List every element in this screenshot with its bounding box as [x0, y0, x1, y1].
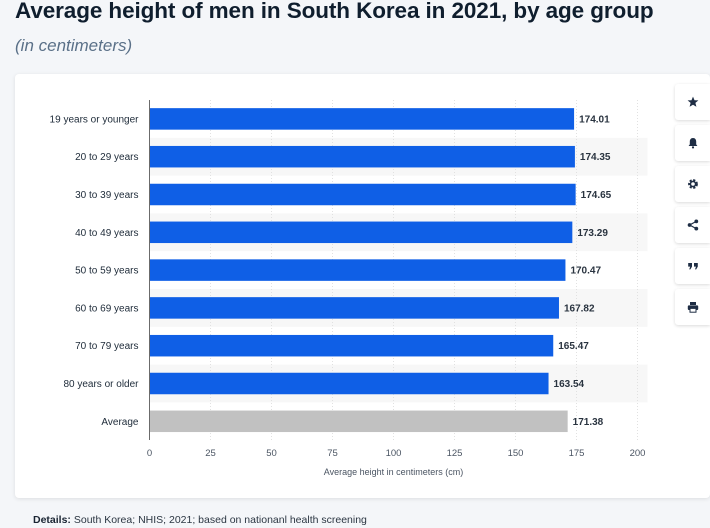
x-tick-label: 200: [630, 448, 646, 459]
details-label: Details:: [33, 514, 71, 526]
star-icon: [687, 96, 698, 107]
bar-80-years-or-older: [149, 372, 549, 395]
bar-50-to-59-years: [149, 259, 566, 281]
category-label: Average: [101, 417, 139, 428]
category-label: 50 to 59 years: [75, 266, 138, 277]
quote-icon: [687, 263, 698, 270]
settings-button[interactable]: [675, 166, 710, 202]
category-label: 70 to 79 years: [75, 341, 138, 352]
details-note: Details: South Korea; NHIS; 2021; based …: [33, 514, 367, 526]
details-text: South Korea; NHIS; 2021; based on nation…: [73, 514, 367, 526]
chart-subtitle: (in centimeters): [15, 36, 133, 55]
data-label: 170.47: [570, 266, 601, 277]
x-axis-title: Average height in centimeters (cm): [324, 467, 463, 477]
category-label: 60 to 69 years: [75, 303, 138, 314]
bell-icon: [688, 138, 697, 149]
x-tick-label: 125: [447, 448, 463, 459]
x-tick-label: 50: [266, 448, 277, 459]
gear-icon: [687, 179, 698, 189]
bar-20-to-29-years: [149, 145, 575, 168]
print-button[interactable]: [675, 289, 710, 325]
x-tick-label: 150: [508, 448, 524, 459]
data-label: 174.35: [580, 152, 611, 163]
category-label: 40 to 49 years: [75, 228, 138, 239]
data-label: 171.38: [573, 417, 604, 428]
bar-60-to-69-years: [149, 297, 559, 319]
data-label: 174.65: [581, 190, 612, 201]
print-icon: [687, 302, 698, 313]
category-label: 80 years or older: [63, 379, 139, 390]
data-label: 167.82: [564, 303, 595, 314]
star-button[interactable]: [675, 84, 710, 120]
bar-40-to-49-years: [149, 221, 573, 244]
x-tick-label: 75: [327, 448, 338, 459]
chart-card: 19 years or younger 174.01 20 to 29 years 1…: [15, 74, 710, 498]
chart-title: Average height of men in South Korea in …: [15, 0, 654, 23]
side-toolbar: [675, 84, 710, 325]
bar-30-to-39-years: [149, 183, 576, 206]
category-label: 30 to 39 years: [75, 190, 138, 201]
share-icon: [687, 219, 698, 231]
category-label: 19 years or younger: [50, 114, 140, 125]
bar-19-years-or-younger: [149, 108, 575, 130]
bar-average: [149, 410, 568, 433]
data-label: 163.54: [554, 379, 585, 390]
notification-button[interactable]: [675, 125, 710, 161]
x-tick-label: 0: [147, 448, 152, 459]
bar-70-to-79-years: [149, 334, 554, 357]
x-tick-label: 25: [205, 448, 216, 459]
data-label: 165.47: [558, 341, 589, 352]
share-button[interactable]: [675, 207, 710, 243]
data-label: 174.01: [579, 114, 610, 125]
category-label: 20 to 29 years: [75, 152, 138, 163]
data-label: 173.29: [577, 228, 608, 239]
bar-chart: 19 years or younger 174.01 20 to 29 years 1…: [50, 100, 648, 477]
cite-button[interactable]: [675, 248, 710, 284]
x-tick-label: 100: [386, 448, 402, 459]
x-tick-label: 175: [569, 448, 585, 459]
